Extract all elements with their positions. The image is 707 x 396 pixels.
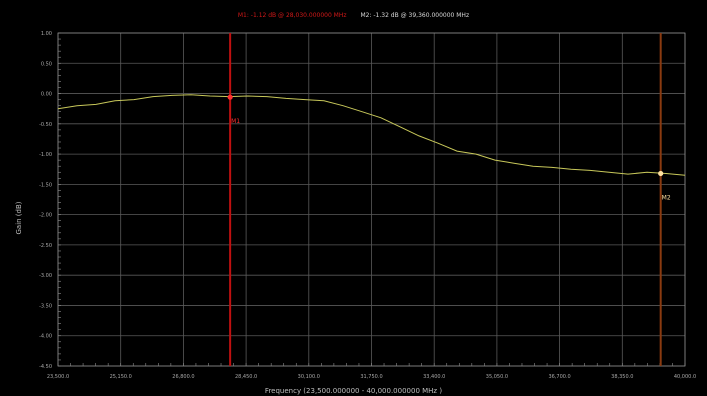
y-tick-label: 1.00 bbox=[41, 31, 52, 37]
y-axis-ticks: 1.00 0.50 0.00 -0.50 -1.00 -1.50 -2.00 -2.50 -3.… bbox=[39, 31, 52, 370]
axes bbox=[57, 32, 686, 367]
y-tick-label: -1.00 bbox=[39, 152, 52, 158]
grid bbox=[57, 32, 686, 367]
y-tick-label: -2.50 bbox=[39, 243, 52, 249]
plot-border bbox=[57, 32, 686, 367]
marker-dot bbox=[227, 94, 233, 100]
x-axis-label: Frequency (23,500.000000 - 40,000.000000… bbox=[264, 387, 443, 395]
marker-1-readout: M1: -1.12 dB @ 28,030.000000 MHz bbox=[237, 12, 347, 19]
marker-2-readout: M2: -1.32 dB @ 39,360.000000 MHz bbox=[360, 12, 470, 19]
y-tick-label: -1.50 bbox=[39, 182, 52, 188]
x-tick-label: 30,100.0 bbox=[298, 374, 320, 380]
y-tick-label: -2.00 bbox=[39, 213, 52, 219]
x-tick-label: 26,800.0 bbox=[172, 374, 194, 380]
marker-label: M1 bbox=[231, 118, 240, 125]
x-tick-label: 35,050.0 bbox=[486, 374, 508, 380]
y-tick-label: -0.50 bbox=[39, 122, 52, 128]
y-tick-label: 0.50 bbox=[41, 61, 52, 67]
marker-readout: M1: -1.12 dB @ 28,030.000000 MHz M2: -1.… bbox=[0, 12, 707, 19]
y-tick-label: -4.50 bbox=[39, 364, 52, 370]
marker-label: M2 bbox=[662, 194, 671, 201]
x-tick-label: 23,500.0 bbox=[47, 374, 69, 380]
x-tick-label: 25,150.0 bbox=[110, 374, 132, 380]
x-tick-label: 28,450.0 bbox=[235, 374, 257, 380]
y-tick-label: -4.00 bbox=[39, 334, 52, 340]
series-group bbox=[57, 94, 686, 176]
x-tick-label: 36,700.0 bbox=[548, 374, 570, 380]
markers-group: M1 M2 bbox=[227, 33, 671, 366]
y-tick-label: -3.00 bbox=[39, 273, 52, 279]
y-tick-label: -3.50 bbox=[39, 303, 52, 309]
gain-trace bbox=[57, 94, 686, 176]
y-tick-label: 0.00 bbox=[41, 92, 52, 98]
x-tick-label: 40,000.0 bbox=[674, 374, 696, 380]
x-axis-ticks: 23,500.0 25,150.0 26,800.0 28,450.0 30,100.0… bbox=[47, 374, 696, 380]
x-tick-label: 38,350.0 bbox=[611, 374, 633, 380]
marker-dot bbox=[658, 170, 664, 177]
x-tick-label: 33,400.0 bbox=[423, 374, 445, 380]
x-tick-label: 31,750.0 bbox=[360, 374, 382, 380]
y-axis-label: Gain (dB) bbox=[15, 201, 23, 235]
